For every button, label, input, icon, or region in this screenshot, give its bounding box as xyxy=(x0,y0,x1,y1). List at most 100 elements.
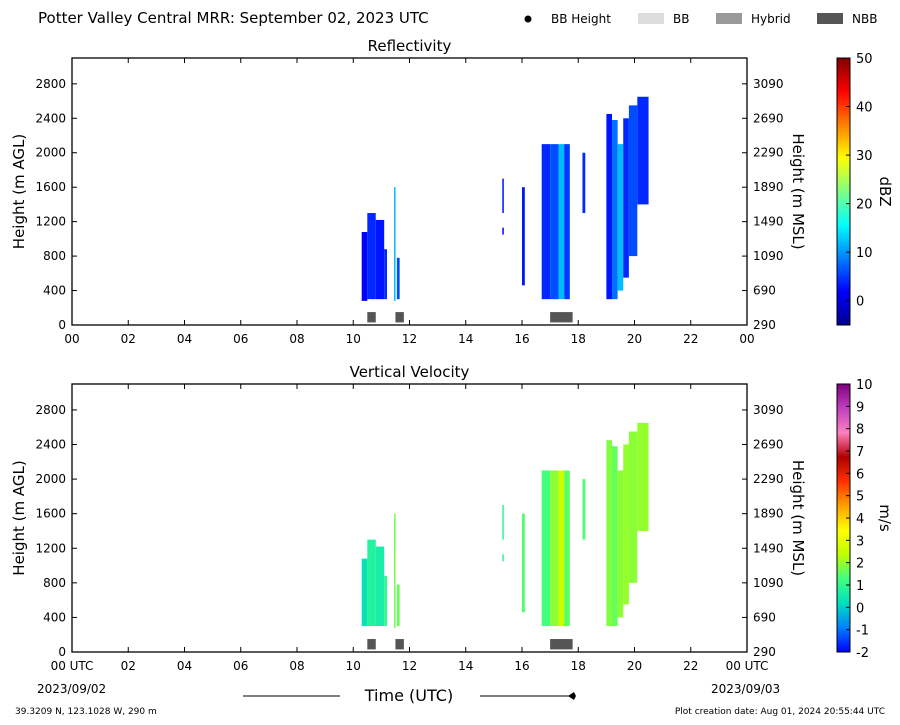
x-tick-label: 20 xyxy=(627,332,642,346)
x-tick-label: 16 xyxy=(514,332,529,346)
y2-tick-label: 3090 xyxy=(753,403,784,417)
data-cell xyxy=(558,470,565,627)
y-tick-label: 2400 xyxy=(35,438,66,452)
bb-indicator xyxy=(367,639,376,650)
end-date: 2023/09/03 xyxy=(711,682,780,696)
colorbar-tick-label: 6 xyxy=(856,467,864,482)
x-tick-label: 22 xyxy=(683,332,698,346)
bb-indicator xyxy=(550,639,573,650)
colorbar-tick-label: 7 xyxy=(856,445,864,460)
y2-tick-label: 290 xyxy=(753,318,776,332)
footer: 2023/09/02 2023/09/03 Time (UTC) 39.3209 N,… xyxy=(15,682,885,717)
colorbar-tick-label: 0 xyxy=(856,601,864,616)
colorbar-label: m/s xyxy=(876,504,894,532)
data-cell xyxy=(394,513,396,628)
data-cell xyxy=(396,257,400,300)
x-tick-label: 14 xyxy=(458,659,473,673)
data-cell xyxy=(628,105,638,257)
y2-tick-label: 2290 xyxy=(753,472,784,486)
data-cell xyxy=(606,113,612,300)
colorbar-label: dBZ xyxy=(876,176,894,206)
y-tick-label: 2800 xyxy=(35,403,66,417)
data-cell xyxy=(361,558,368,627)
colorbar-tick-label: 4 xyxy=(856,512,864,527)
legend-swatch xyxy=(638,13,664,24)
colorbar-tick-label: 5 xyxy=(856,490,864,505)
colorbar-tick-label: 30 xyxy=(856,149,873,164)
y-tick-label: 1200 xyxy=(35,541,66,555)
x-tick-label: 18 xyxy=(571,332,586,346)
data-cell xyxy=(384,249,387,300)
data-cell xyxy=(623,118,629,278)
colorbar-tick-label: 50 xyxy=(856,52,873,67)
data-cell xyxy=(394,187,396,301)
y-tick-label: 0 xyxy=(58,645,66,659)
legend-marker xyxy=(524,15,532,23)
creation-date: Plot creation date: Aug 01, 2024 20:55:4… xyxy=(675,707,885,717)
data-cell xyxy=(541,144,551,300)
colorbar-tick-label: 40 xyxy=(856,101,873,116)
bb-indicator xyxy=(395,312,404,323)
legend-label: BB xyxy=(673,12,689,26)
arrow-head xyxy=(568,692,576,700)
station-coords: 39.3209 N, 123.1028 W, 290 m xyxy=(15,707,157,717)
y2-tick-label: 1890 xyxy=(753,180,784,194)
data-cell xyxy=(564,470,570,627)
colorbar-tick-label: 10 xyxy=(856,246,873,261)
y-tick-label: 2000 xyxy=(35,146,66,160)
data-cell xyxy=(637,422,649,531)
colorbar-tick-label: -2 xyxy=(856,646,869,661)
legend-label: Hybrid xyxy=(751,12,791,26)
colorbar-tick-label: 9 xyxy=(856,400,864,415)
data-cell xyxy=(582,479,586,540)
y2-tick-label: 2290 xyxy=(753,146,784,160)
y2-tick-label: 1490 xyxy=(753,541,784,555)
bb-indicator xyxy=(550,312,573,323)
colorbar-tick-label: 0 xyxy=(856,295,864,310)
legend-item: BB Height xyxy=(524,12,611,26)
legend-label: NBB xyxy=(852,12,877,26)
colorbar-tick-label: 1 xyxy=(856,579,864,594)
data-cell xyxy=(384,575,387,627)
data-cell xyxy=(637,96,649,205)
y2-tick-label: 2690 xyxy=(753,111,784,125)
x-tick-label: 16 xyxy=(514,659,529,673)
data-cell xyxy=(367,539,376,627)
data-cell xyxy=(522,187,525,286)
y2-tick-label: 1490 xyxy=(753,215,784,229)
bb-indicator xyxy=(395,639,404,650)
x-tick-label: 02 xyxy=(121,659,136,673)
x-tick-label: 08 xyxy=(289,659,304,673)
x-tick-label: 00 xyxy=(739,332,754,346)
data-cell xyxy=(628,431,638,583)
legend-swatch xyxy=(716,13,742,24)
data-cell xyxy=(502,178,504,214)
x-tick-label: 08 xyxy=(289,332,304,346)
legend-label: BB Height xyxy=(551,12,611,26)
legend-swatch xyxy=(817,13,843,24)
data-cell xyxy=(361,231,368,301)
x-tick-label: 00 UTC xyxy=(51,659,94,673)
y2-axis-label: Height (m MSL) xyxy=(789,460,807,576)
data-cell xyxy=(617,144,624,291)
data-cell xyxy=(367,213,376,300)
data-cell xyxy=(558,144,565,300)
data-cell xyxy=(522,513,525,613)
x-tick-label: 10 xyxy=(346,332,361,346)
legend: BB Height BB Hybrid NBB xyxy=(524,12,877,26)
y2-tick-label: 1890 xyxy=(753,507,784,521)
start-date: 2023/09/02 xyxy=(37,682,106,696)
x-tick-label: 00 UTC xyxy=(726,659,769,673)
y-tick-label: 800 xyxy=(43,576,66,590)
y2-tick-label: 690 xyxy=(753,610,776,624)
x-tick-label: 12 xyxy=(402,332,417,346)
data-cell xyxy=(617,470,624,618)
y2-tick-label: 2690 xyxy=(753,438,784,452)
x-tick-label: 02 xyxy=(121,332,136,346)
data-cell xyxy=(550,144,559,300)
colorbar-tick-label: 2 xyxy=(856,557,864,572)
y-tick-label: 400 xyxy=(43,284,66,298)
x-tick-label: 14 xyxy=(458,332,473,346)
